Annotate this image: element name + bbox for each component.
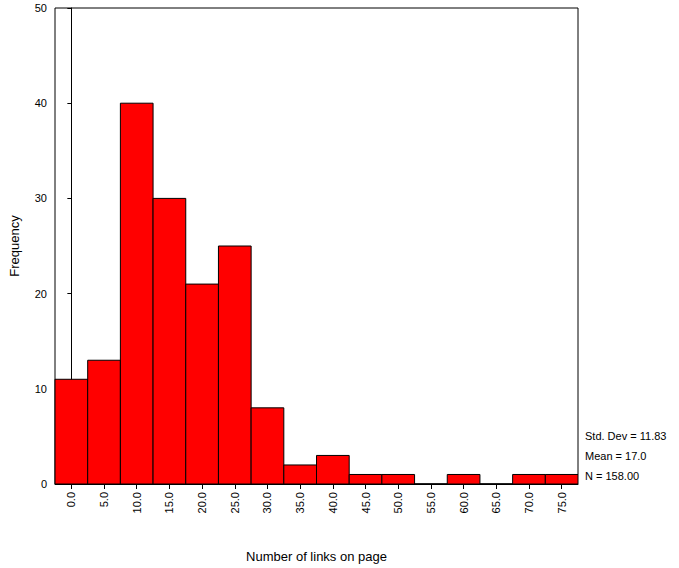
svg-text:45.0: 45.0 <box>360 492 372 513</box>
svg-text:65.0: 65.0 <box>490 492 502 513</box>
svg-text:35.0: 35.0 <box>294 492 306 513</box>
svg-text:10.0: 10.0 <box>131 492 143 513</box>
svg-text:40.0: 40.0 <box>327 492 339 513</box>
svg-text:Number of links on page: Number of links on page <box>246 549 387 564</box>
svg-text:N = 158.00: N = 158.00 <box>585 470 639 482</box>
svg-text:Mean = 17.0: Mean = 17.0 <box>585 450 646 462</box>
svg-text:5.0: 5.0 <box>98 492 110 507</box>
svg-text:25.0: 25.0 <box>229 492 241 513</box>
svg-text:70.0: 70.0 <box>523 492 535 513</box>
svg-text:50: 50 <box>35 2 47 14</box>
svg-text:30.0: 30.0 <box>261 492 273 513</box>
svg-text:20: 20 <box>35 288 47 300</box>
svg-text:60.0: 60.0 <box>458 492 470 513</box>
svg-text:0.0: 0.0 <box>65 492 77 507</box>
svg-text:40: 40 <box>35 97 47 109</box>
svg-text:20.0: 20.0 <box>196 492 208 513</box>
svg-text:0: 0 <box>41 478 47 490</box>
svg-text:Frequency: Frequency <box>7 215 22 277</box>
svg-text:30: 30 <box>35 192 47 204</box>
svg-text:55.0: 55.0 <box>425 492 437 513</box>
svg-text:15.0: 15.0 <box>163 492 175 513</box>
svg-text:10: 10 <box>35 383 47 395</box>
svg-text:Std. Dev = 11.83: Std. Dev = 11.83 <box>585 430 666 442</box>
svg-text:75.0: 75.0 <box>556 492 568 513</box>
svg-text:50.0: 50.0 <box>392 492 404 513</box>
